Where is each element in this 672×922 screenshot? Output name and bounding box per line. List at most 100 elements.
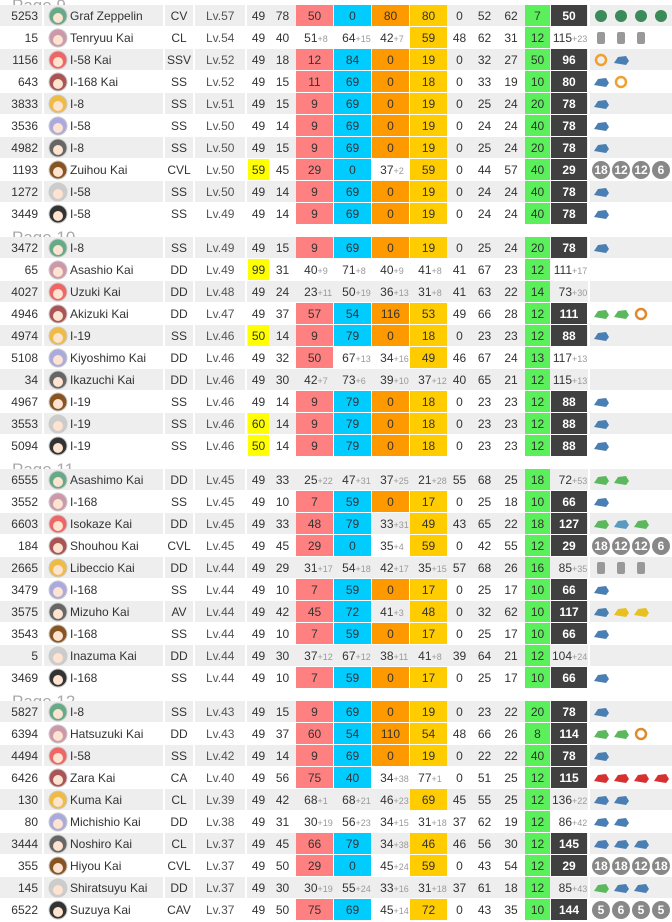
stat-bg [296,623,333,644]
stat-value: 0 [387,583,394,597]
row-bg [0,877,672,899]
ship-name: Asashio Kai [70,263,133,277]
stat-bg [525,645,550,666]
ship-type: DD [170,727,188,741]
ship-id: 1156 [12,53,38,67]
stat-value: 49 [252,395,266,409]
stat-value: 67 [478,263,492,277]
stat-bg [551,159,587,180]
ship-id: 6394 [11,727,38,741]
ship-id: 6555 [11,473,38,487]
ship-name: I-58 Kai [70,53,111,67]
stat-bonus: +38 [394,774,409,784]
stat-bonus: +24 [394,862,409,872]
stat-value: 40 [276,31,290,45]
ship-level: Lv.50 [206,141,235,155]
stat-bg [296,181,333,202]
ship-row: 80 Michishio Kai DD Lv.38 49 31 30 +19 56 +23 34 +1… [0,811,672,833]
stat-bonus: +43 [572,884,587,894]
ship-name: Michishio Kai [70,815,141,829]
stat-value: 17 [422,671,436,685]
stat-value: 50 [562,9,576,23]
slot-badge [612,537,630,555]
stat-bg [296,325,333,346]
ship-type: SS [171,417,187,431]
ship-id: 5827 [11,705,38,719]
stat-bg [525,855,550,876]
stat-bg [334,899,371,920]
stat-value: 14 [276,417,290,431]
stat-value: 28 [504,307,518,321]
stat-value: 25 [478,495,492,509]
stat-bg [296,159,333,180]
stat-value: 18 [422,439,436,453]
stat-value: 7 [311,627,318,641]
stat-value: 80 [562,75,576,89]
ship-type: SS [171,583,187,597]
stat-bonus: +19 [318,884,333,894]
stat-value: 55 [453,473,467,487]
ship-id: 3449 [11,207,38,221]
avatar-face [53,653,63,663]
ship-type: CVL [167,859,191,873]
stat-value: 31 [418,285,432,299]
equip-icon [614,608,629,617]
stat-value: 55 [478,793,492,807]
stat-value: 24 [504,351,518,365]
stat-value: 10 [531,75,545,89]
stat-value: 0 [456,207,463,221]
ship-type: CVL [167,539,191,553]
stat-value: 40 [531,163,545,177]
avatar-face [53,443,63,453]
ship-level: Lv.47 [206,307,235,321]
stat-value: 0 [387,329,394,343]
stat-value: 12 [531,859,545,873]
stat-value: 0 [349,859,356,873]
stat-bg [296,833,333,854]
stat-value: 0 [456,97,463,111]
stat-bg [525,491,550,512]
ship-id: 5094 [11,439,38,453]
stat-bg [410,303,447,324]
stat-value: 66 [562,627,576,641]
stat-value: 14 [276,119,290,133]
stat-bg [410,535,447,556]
stat-value: 22 [504,705,518,719]
ship-type: SS [171,705,187,719]
slot-size: 6 [658,163,665,177]
stat-value: 9 [311,207,318,221]
ship-name: I-58 [70,119,91,133]
ship-row: 3553 I-19 SS Lv.46 60 14 9 79 0 18 0 23 23 12 88 [0,413,672,435]
stat-bg [334,491,371,512]
stat-value: 50 [308,9,322,23]
stat-value: 79 [346,417,360,431]
stat-bg [525,181,550,202]
stat-value: 25 [478,141,492,155]
stat-bg [334,723,371,744]
stat-value: 19 [422,119,436,133]
stat-value: 33 [276,517,290,531]
ship-name: Mizuho Kai [70,605,129,619]
ship-row: 3552 I-168 SS Lv.45 49 10 7 59 0 17 0 25 18 10 66 [0,491,672,513]
equip-icon [595,10,607,22]
ship-id: 1272 [11,185,38,199]
stat-value: 49 [252,539,266,553]
stat-bg [525,811,550,832]
stat-bg [410,513,447,534]
stat-bonus: +9 [394,266,404,276]
stat-bg [372,115,409,136]
stat-bg [334,667,371,688]
ship-row: 355 Hiyou Kai CVL Lv.37 49 50 29 0 45 +24 59 0 43 54 1… [0,855,672,877]
stat-value: 29 [562,859,576,873]
stat-value: 43 [478,859,492,873]
stat-value: 18 [422,329,436,343]
stat-bonus: +8 [432,266,442,276]
stat-bg [410,701,447,722]
stat-value: 0 [456,163,463,177]
avatar-face [53,477,63,487]
row-bg [0,259,672,281]
slot-badge [652,537,670,555]
ship-name: I-168 [70,495,98,509]
stat-bg [296,203,333,224]
stat-bonus: +19 [318,818,333,828]
